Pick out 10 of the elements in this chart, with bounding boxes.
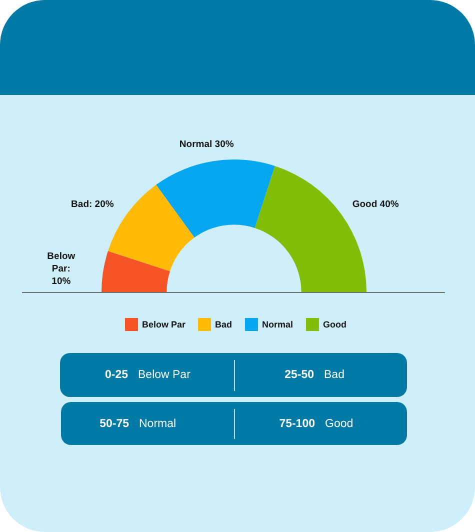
data-label: Good 40%: [352, 198, 400, 210]
range-panel: 0-25 Below Par 25-50 Bad: [60, 353, 407, 397]
legend-label: Bad: [215, 320, 232, 330]
data-label: Below Par: 10%: [47, 251, 76, 288]
data-label: Normal 30%: [179, 138, 234, 150]
data-label: Bad: 20%: [71, 198, 114, 210]
legend-label: Good: [323, 320, 346, 330]
legend-label: Normal: [262, 320, 294, 330]
legend-label: Below Par: [142, 320, 186, 330]
range-panel: 50-75 Normal 75-100 Good: [61, 402, 407, 445]
